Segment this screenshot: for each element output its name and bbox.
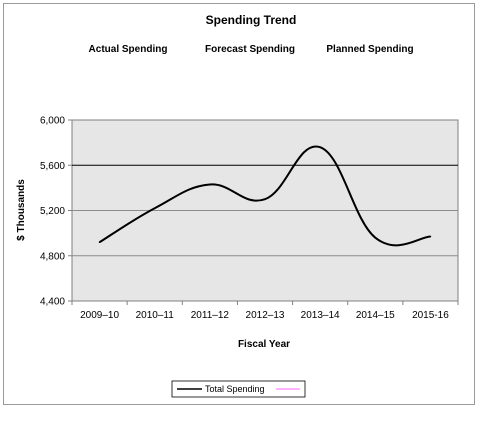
y-tick-label: 6,000 — [40, 116, 65, 127]
y-tick-label: 4,800 — [40, 251, 65, 262]
x-axis-ticks: 2009–10 2010–11 2011–12 2012–13 2013–14 2014–… — [71, 301, 459, 321]
x-tick-label: 2013–14 — [301, 310, 340, 321]
period-label-planned: Planned Spending — [326, 44, 413, 55]
data-point — [153, 207, 156, 210]
legend-label-total-spending: Total Spending — [205, 384, 265, 394]
legend-box — [171, 380, 306, 398]
data-point — [319, 146, 321, 148]
series-layer — [98, 145, 432, 247]
y-tick-label: 5,600 — [40, 161, 65, 172]
x-tick-label: 2015-16 — [412, 310, 449, 321]
x-axis-title: Fiscal Year — [238, 339, 290, 350]
legend: Total Spending — [171, 380, 306, 398]
y-axis-title: $ Thousands — [16, 179, 27, 241]
data-point — [98, 241, 101, 243]
y-tick-label: 4,400 — [40, 297, 65, 308]
data-point — [264, 198, 266, 200]
period-label-forecast: Forecast Spending — [205, 44, 295, 55]
gridlines — [72, 164, 458, 257]
data-point — [429, 235, 432, 238]
x-tick-label: 2012–13 — [246, 310, 285, 321]
chart-title: Spending Trend — [206, 13, 297, 27]
data-point — [374, 236, 377, 239]
y-tick-label: 5,200 — [40, 206, 65, 217]
x-tick-label: 2009–10 — [80, 310, 119, 321]
period-label-actual: Actual Spending — [89, 44, 168, 55]
x-tick-label: 2010–11 — [136, 310, 175, 321]
y-axis-ticks: 4,400 4,800 5,200 5,600 6,000 — [40, 116, 72, 308]
data-point — [209, 183, 211, 186]
x-tick-label: 2014–15 — [356, 310, 395, 321]
x-tick-label: 2011–12 — [191, 310, 230, 321]
